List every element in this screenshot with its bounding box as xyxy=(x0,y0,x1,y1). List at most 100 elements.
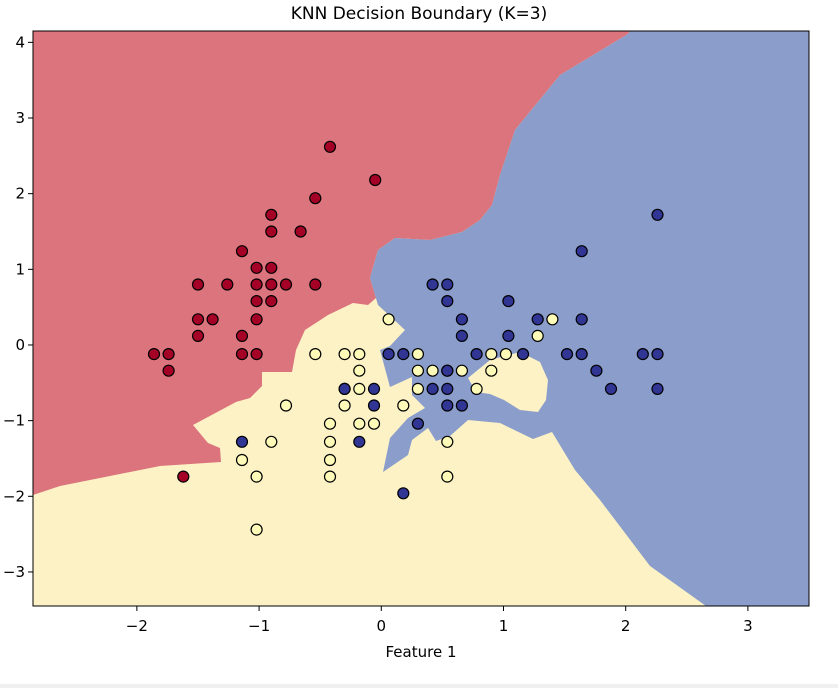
point-class-0-2 xyxy=(309,192,322,205)
x-tick-label: −1 xyxy=(248,617,270,635)
decision-region-class-0 xyxy=(33,31,630,495)
point-class-2-7 xyxy=(531,313,544,326)
point-class-0-26 xyxy=(162,364,175,377)
point-class-2-0 xyxy=(651,208,664,221)
point-class-1-18 xyxy=(338,399,351,412)
x-tick-label: 1 xyxy=(499,617,509,635)
point-class-1-30 xyxy=(441,470,454,483)
point-class-0-6 xyxy=(235,245,249,258)
point-class-0-3 xyxy=(265,208,278,221)
point-class-1-20 xyxy=(323,417,337,430)
point-class-1-28 xyxy=(250,470,263,483)
point-class-2-21 xyxy=(338,382,351,395)
x-axis: −2 −1 0 1 2 3 xyxy=(126,606,753,635)
point-class-0-11 xyxy=(250,278,263,291)
point-class-2-22 xyxy=(367,382,381,395)
point-class-2-3 xyxy=(441,278,454,291)
point-class-2-17 xyxy=(636,348,649,361)
point-class-2-31 xyxy=(235,435,249,448)
point-class-1-8 xyxy=(411,364,424,377)
point-class-0-17 xyxy=(191,313,205,326)
point-class-1-1 xyxy=(309,348,322,361)
point-class-1-9 xyxy=(426,364,439,377)
point-class-2-5 xyxy=(502,295,515,308)
point-class-2-16 xyxy=(575,348,588,361)
decision-region-class-2 xyxy=(370,31,809,606)
point-class-0-9 xyxy=(191,278,205,291)
point-class-0-7 xyxy=(250,261,263,274)
y-tick-label: −1 xyxy=(3,412,25,430)
point-class-1-21 xyxy=(353,417,366,430)
point-class-0-5 xyxy=(294,225,307,238)
point-class-1-31 xyxy=(250,523,263,536)
point-class-2-20 xyxy=(590,364,603,377)
y-tick-label: −3 xyxy=(3,563,25,581)
bottom-strip xyxy=(0,684,838,688)
point-class-1-24 xyxy=(323,435,337,448)
x-axis-label: Feature 1 xyxy=(386,643,457,661)
plot-area xyxy=(33,31,809,606)
point-class-2-30 xyxy=(411,417,424,430)
point-class-0-25 xyxy=(250,348,263,361)
point-class-0-20 xyxy=(191,329,205,342)
x-tick-label: 2 xyxy=(621,617,631,635)
point-class-2-1 xyxy=(575,245,588,258)
point-class-2-28 xyxy=(441,399,454,412)
point-class-1-0 xyxy=(382,313,395,326)
point-class-0-4 xyxy=(265,225,278,238)
point-class-1-22 xyxy=(367,417,381,430)
plot-frame xyxy=(32,30,810,607)
point-class-2-32 xyxy=(353,435,366,448)
point-class-0-16 xyxy=(265,295,278,308)
point-class-1-27 xyxy=(323,453,337,467)
point-class-2-29 xyxy=(455,399,468,412)
point-class-1-25 xyxy=(441,435,454,448)
point-class-0-21 xyxy=(235,329,249,342)
point-class-2-15 xyxy=(560,348,574,361)
chart-title: KNN Decision Boundary (K=3) xyxy=(291,4,548,24)
y-tick-label: 3 xyxy=(15,109,25,127)
point-class-1-16 xyxy=(470,382,483,395)
point-class-2-9 xyxy=(455,329,468,342)
point-class-1-3 xyxy=(353,348,366,361)
y-axis: −3 −2 −1 0 1 2 3 4 xyxy=(3,33,33,581)
point-class-2-23 xyxy=(426,382,439,395)
point-class-0-0 xyxy=(323,140,337,153)
point-class-1-6 xyxy=(499,348,512,361)
point-class-1-15 xyxy=(411,382,424,395)
point-class-1-2 xyxy=(338,348,351,361)
x-tick-label: 3 xyxy=(743,617,753,635)
point-class-2-27 xyxy=(367,399,381,412)
point-class-0-10 xyxy=(221,278,234,291)
point-class-0-8 xyxy=(265,261,278,274)
y-tick-label: 4 xyxy=(15,33,25,51)
y-tick-label: 1 xyxy=(15,260,25,278)
point-class-1-29 xyxy=(323,470,337,483)
point-class-0-1 xyxy=(369,173,382,187)
point-class-0-14 xyxy=(309,278,322,291)
point-class-2-25 xyxy=(604,382,618,395)
point-class-1-5 xyxy=(485,348,498,361)
x-tick-label: 0 xyxy=(377,617,387,635)
point-class-2-11 xyxy=(382,348,395,361)
point-class-2-33 xyxy=(397,487,410,500)
point-class-1-23 xyxy=(265,435,278,448)
x-tick-label: −2 xyxy=(126,617,148,635)
point-class-1-32 xyxy=(531,329,544,342)
point-class-2-18 xyxy=(651,348,664,361)
point-class-2-6 xyxy=(455,313,468,326)
point-class-2-24 xyxy=(441,382,454,395)
point-class-2-10 xyxy=(502,329,515,342)
data-points xyxy=(147,140,664,536)
point-class-0-27 xyxy=(177,470,190,483)
point-class-2-26 xyxy=(651,382,664,395)
point-class-2-2 xyxy=(426,278,439,291)
point-class-1-7 xyxy=(353,364,366,377)
point-class-1-19 xyxy=(397,399,410,412)
point-class-2-4 xyxy=(441,295,454,308)
point-class-0-12 xyxy=(265,278,278,291)
point-class-2-13 xyxy=(470,348,483,361)
y-tick-label: −2 xyxy=(3,487,25,505)
point-class-2-14 xyxy=(516,348,530,361)
